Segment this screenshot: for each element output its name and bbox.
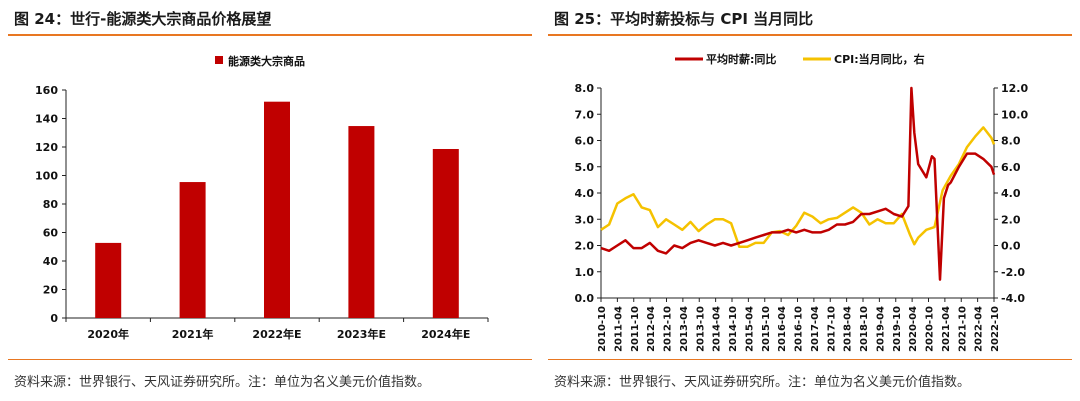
x-tick-label: 2010-10: [597, 306, 608, 352]
y-tick-label: 100: [35, 170, 58, 183]
x-tick-label: 2013-04: [679, 306, 690, 352]
x-tick-label: 2014-04: [712, 306, 723, 352]
left-y-tick-label: 6.0: [575, 135, 595, 148]
x-tick-label: 2021-10: [957, 306, 968, 352]
series-line-wage: [600, 86, 996, 281]
left-source-rule: [8, 359, 532, 360]
left-title-rule: [8, 34, 532, 36]
left-chart-title: 图 24：世行-能源类大宗商品价格展望: [14, 10, 272, 28]
left-y-tick-label: 0.0: [575, 292, 595, 305]
right-source-rule: [548, 359, 1072, 360]
right-y-tick-label: 12.0: [1001, 82, 1028, 95]
legend-swatch-energy: [215, 56, 223, 64]
right-panel: 图 25：平均时薪投标与 CPI 当月同比 平均时薪:同比 CPI:当月同比，右 0…: [548, 0, 1072, 401]
right-y-tick-label: 8.0: [1001, 135, 1021, 148]
x-tick-label: 2022年E: [252, 327, 301, 341]
x-tick-label: 2019-04: [875, 306, 886, 352]
right-y-tick-label: 6.0: [1001, 161, 1021, 174]
x-tick-label: 2017-10: [826, 306, 837, 352]
x-tick-label: 2011-10: [630, 306, 641, 352]
y-tick-label: 140: [35, 113, 58, 126]
x-tick-label: 2020-04: [908, 306, 919, 352]
x-tick-label: 2014-10: [728, 306, 739, 352]
left-y-tick-label: 4.0: [575, 187, 595, 200]
x-tick-label: 2020年: [87, 327, 129, 341]
x-tick-label: 2020-10: [925, 306, 936, 352]
x-tick-label: 2017-04: [810, 306, 821, 352]
left-y-tick-label: 2.0: [575, 240, 595, 253]
y-tick-label: 60: [43, 227, 59, 240]
y-tick-label: 20: [43, 284, 59, 297]
legend-label-wage: 平均时薪:同比: [706, 52, 776, 66]
left-panel: 图 24：世行-能源类大宗商品价格展望 能源类大宗商品 0 20 40 60 80 100 1…: [8, 0, 532, 401]
x-tick-label: 2016-04: [777, 306, 788, 352]
x-tick-label: 2021年: [172, 327, 214, 341]
line-chart: 平均时薪:同比 CPI:当月同比，右 0.0 1.0 2.0 3.0 4.0 5.0 6.0 7.…: [575, 52, 1029, 352]
x-tick-label: 2016-10: [794, 306, 805, 352]
x-tick-label: 2023年E: [337, 327, 386, 341]
x-tick-label: 2015-10: [761, 306, 772, 352]
y-tick-label: 0: [50, 312, 58, 325]
right-y-tick-label: -2.0: [1001, 266, 1025, 279]
x-tick-label: 2018-04: [843, 306, 854, 352]
x-tick-label: 2019-10: [892, 306, 903, 352]
bar-2023年E: [348, 126, 375, 319]
left-y-tick-label: 8.0: [575, 82, 595, 95]
right-y-tick-label: 2.0: [1001, 213, 1021, 226]
right-y-tick-label: 4.0: [1001, 187, 1021, 200]
y-tick-label: 160: [35, 84, 58, 97]
bar-chart: 能源类大宗商品 0 20 40 60 80 100 120 140 160 2020年 2021年 20…: [35, 54, 489, 341]
x-tick-label: 2015-04: [744, 306, 755, 352]
y-tick-label: 120: [35, 141, 58, 154]
x-tick-label: 2013-10: [695, 306, 706, 352]
right-y-tick-label: -4.0: [1001, 292, 1025, 305]
left-y-tick-label: 3.0: [575, 213, 595, 226]
x-tick-label: 2021-04: [941, 306, 952, 352]
bar-2024年E: [432, 148, 459, 318]
x-tick-label: 2024年E: [421, 327, 470, 341]
left-y-tick-label: 1.0: [575, 266, 595, 279]
right-title-rule: [548, 34, 1072, 36]
series-line-cpi: [600, 126, 996, 249]
legend-label-energy: 能源类大宗商品: [228, 54, 305, 68]
x-tick-label: 2011-04: [613, 306, 624, 352]
left-y-tick-label: 7.0: [575, 108, 595, 121]
x-tick-label: 2012-10: [663, 306, 674, 352]
bar-2022年E: [264, 101, 290, 318]
y-tick-label: 80: [43, 198, 59, 211]
left-source-note: 资料来源：世界银行、天风证券研究所。注：单位为名义美元价值指数。: [14, 375, 431, 390]
right-source-note: 资料来源：世界银行、天风证券研究所。注：单位为名义美元价值指数。: [554, 375, 971, 390]
x-tick-label: 2022-10: [990, 306, 1001, 352]
legend-label-cpi: CPI:当月同比，右: [834, 52, 925, 66]
right-y-tick-label: 10.0: [1001, 108, 1028, 121]
x-tick-label: 2022-04: [974, 306, 985, 352]
right-y-tick-label: 0.0: [1001, 240, 1021, 253]
bar-2021年: [179, 182, 206, 318]
x-tick-label: 2018-10: [859, 306, 870, 352]
left-y-tick-label: 5.0: [575, 161, 595, 174]
right-chart-title: 图 25：平均时薪投标与 CPI 当月同比: [554, 10, 814, 28]
y-tick-label: 40: [43, 255, 59, 268]
bar-2020年: [95, 242, 122, 318]
x-tick-label: 2012-04: [646, 306, 657, 352]
